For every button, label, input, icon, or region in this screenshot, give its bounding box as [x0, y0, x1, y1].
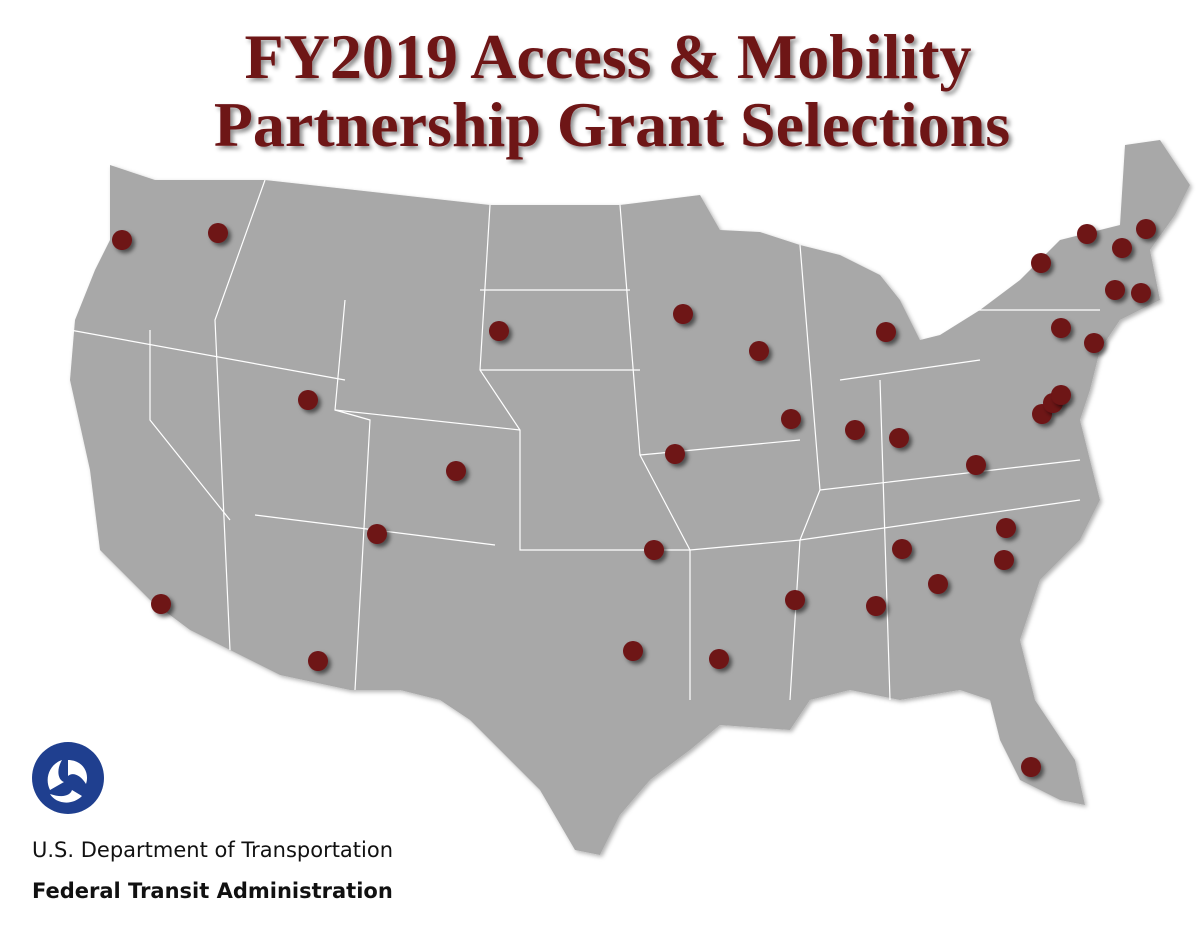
grant-marker	[112, 230, 132, 250]
grant-marker	[1031, 253, 1051, 273]
grant-marker	[208, 223, 228, 243]
grant-marker	[1051, 318, 1071, 338]
grant-marker	[308, 651, 328, 671]
department-name: U.S. Department of Transportation	[32, 838, 393, 862]
us-map	[69, 140, 1190, 855]
title-line: FY2019 Access & Mobility	[245, 21, 972, 92]
grant-marker	[367, 524, 387, 544]
grant-markers	[112, 219, 1156, 777]
grant-marker	[644, 540, 664, 560]
agency-name: Federal Transit Administration	[32, 879, 393, 903]
grant-marker	[1112, 238, 1132, 258]
grant-marker	[892, 539, 912, 559]
grant-marker	[928, 574, 948, 594]
grant-marker	[749, 341, 769, 361]
grant-marker	[709, 649, 729, 669]
grant-marker	[1131, 283, 1151, 303]
grant-marker	[151, 594, 171, 614]
grant-marker	[889, 428, 909, 448]
grant-marker	[623, 641, 643, 661]
grant-marker	[1051, 385, 1071, 405]
grant-marker	[665, 444, 685, 464]
title-line: Partnership Grant Selections	[214, 89, 1010, 160]
grant-marker	[994, 550, 1014, 570]
grant-marker	[489, 321, 509, 341]
state-borders	[69, 179, 1100, 701]
us-outline	[70, 140, 1190, 855]
grant-marker	[298, 390, 318, 410]
grant-marker	[866, 596, 886, 616]
dot-logo	[32, 742, 104, 814]
grant-marker	[446, 461, 466, 481]
grant-marker	[1021, 757, 1041, 777]
grant-marker	[996, 518, 1016, 538]
grant-marker	[1105, 280, 1125, 300]
grant-marker	[1136, 219, 1156, 239]
grant-marker	[1077, 224, 1097, 244]
grant-marker	[966, 455, 986, 475]
grant-marker	[1084, 333, 1104, 353]
grant-marker	[785, 590, 805, 610]
grant-marker	[781, 409, 801, 429]
grant-marker	[876, 322, 896, 342]
grant-marker	[673, 304, 693, 324]
grant-marker	[845, 420, 865, 440]
